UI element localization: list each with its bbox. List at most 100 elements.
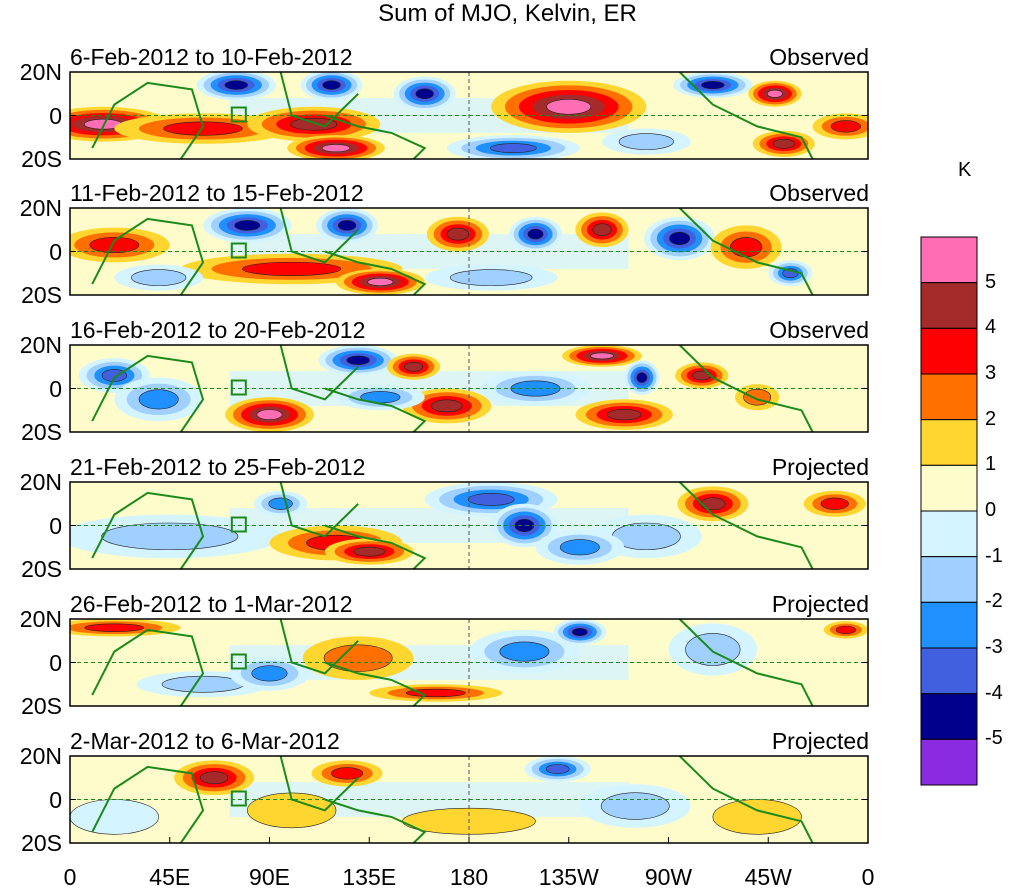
anomaly-contour <box>606 409 642 421</box>
coastline <box>678 756 814 843</box>
anomaly-contour <box>101 522 239 551</box>
anomaly-contour <box>527 228 544 240</box>
colorbar-label: 4 <box>985 316 997 339</box>
panel-date-range: 16-Feb-2012 to 20-Feb-2012 <box>70 317 366 343</box>
colorbar-label: -1 <box>985 544 1003 567</box>
panel-date-range: 11-Feb-2012 to 15-Feb-2012 <box>70 180 364 206</box>
colorbar-label: -2 <box>985 590 1003 613</box>
lat-label: 20N <box>19 59 62 85</box>
anomaly-contour <box>467 493 515 506</box>
colorbar-label: 2 <box>985 407 997 430</box>
region-box <box>230 106 247 123</box>
anomaly-contour <box>337 220 357 231</box>
coastline <box>678 72 814 159</box>
colorbar-label: 5 <box>985 270 997 293</box>
colorbar-swatch <box>920 738 978 786</box>
anomaly-contour <box>499 641 550 662</box>
coastline <box>91 628 205 706</box>
panel-status: Observed <box>769 180 869 206</box>
anomaly-contour <box>446 227 470 241</box>
colorbar-swatch <box>920 282 978 329</box>
lat-label: 0 <box>49 786 62 813</box>
anomaly-contour <box>590 352 614 360</box>
map-panel-6 <box>69 755 869 844</box>
coastline <box>279 482 359 538</box>
anomaly-contour <box>131 269 187 286</box>
coastline <box>678 345 814 432</box>
lon-label: 45W <box>744 864 792 889</box>
anomaly-contour <box>321 144 351 153</box>
lat-label: 20S <box>21 830 62 856</box>
anomaly-contour <box>89 236 140 254</box>
colorbar-unit: K <box>958 159 972 181</box>
anomaly-contour <box>514 518 535 533</box>
lat-label: 20N <box>19 332 62 358</box>
anomaly-contour <box>234 220 261 231</box>
coastline <box>324 387 427 432</box>
colorbar-label: 3 <box>985 362 997 384</box>
anomaly-contour <box>242 261 342 276</box>
anomaly-contour <box>830 120 861 133</box>
anomaly-contour <box>820 497 849 510</box>
anomaly-contour <box>431 399 463 413</box>
panel-status: Projected <box>771 454 869 480</box>
lat-label: 20S <box>21 693 62 719</box>
anomaly-contour <box>571 628 588 637</box>
anomaly-contour <box>331 767 364 780</box>
lon-label: 45E <box>149 864 191 889</box>
anomaly-contour <box>592 223 612 237</box>
colorbar-label: -4 <box>985 681 1003 704</box>
lon-label: 0 <box>861 864 875 889</box>
panel-status: Projected <box>771 728 869 754</box>
anomaly-contour <box>251 665 288 682</box>
coastline <box>279 619 359 675</box>
map-panel-1 <box>69 71 869 160</box>
coastline <box>279 72 359 128</box>
anomaly-contour <box>600 792 670 820</box>
colorbar-swatch <box>920 510 978 558</box>
colorbar-swatch <box>920 236 978 284</box>
colorbar-swatch <box>920 601 978 649</box>
lat-label: 20S <box>21 146 62 172</box>
lon-label: 0 <box>63 864 77 889</box>
coastline <box>91 217 205 295</box>
coastline <box>324 661 427 706</box>
coastline <box>279 208 359 264</box>
region-box <box>230 242 247 259</box>
anomaly-contour <box>224 80 248 90</box>
anomaly-contour <box>489 143 537 153</box>
panel-status: Observed <box>769 317 869 343</box>
colorbar-label: 1 <box>985 453 997 476</box>
region-box <box>230 790 247 807</box>
anomaly-contour <box>247 792 337 829</box>
colorbar-swatch <box>920 647 978 695</box>
lon-label: 90W <box>644 864 693 889</box>
lat-label: 0 <box>49 375 62 402</box>
lat-label: 20N <box>19 743 62 769</box>
panel-status: Projected <box>771 591 869 617</box>
lon-label: 180 <box>449 864 489 889</box>
map-panel-3 <box>69 344 869 433</box>
anomaly-contour <box>545 764 570 774</box>
anomaly-contour <box>618 133 674 150</box>
anomaly-contour <box>772 138 795 149</box>
colorbar-swatch <box>920 693 978 740</box>
coastline <box>324 798 427 843</box>
anomaly-contour <box>743 388 772 406</box>
anomaly-contour <box>730 237 763 258</box>
lat-label: 0 <box>49 512 62 539</box>
colorbar-swatch <box>920 464 978 512</box>
coastline <box>324 524 427 569</box>
anomaly-contour <box>559 539 600 556</box>
lat-label: 20N <box>19 195 62 221</box>
lon-label: 90E <box>249 864 290 889</box>
anomaly-contour <box>669 231 691 245</box>
lat-label: 20S <box>21 282 62 308</box>
lat-label: 0 <box>49 102 62 129</box>
panel-date-range: 2-Mar-2012 to 6-Mar-2012 <box>70 728 340 754</box>
region-box <box>230 516 247 533</box>
coastline <box>279 345 359 401</box>
anomaly-contour <box>767 89 783 98</box>
region-box <box>230 379 247 396</box>
anomaly-contour <box>199 771 229 785</box>
